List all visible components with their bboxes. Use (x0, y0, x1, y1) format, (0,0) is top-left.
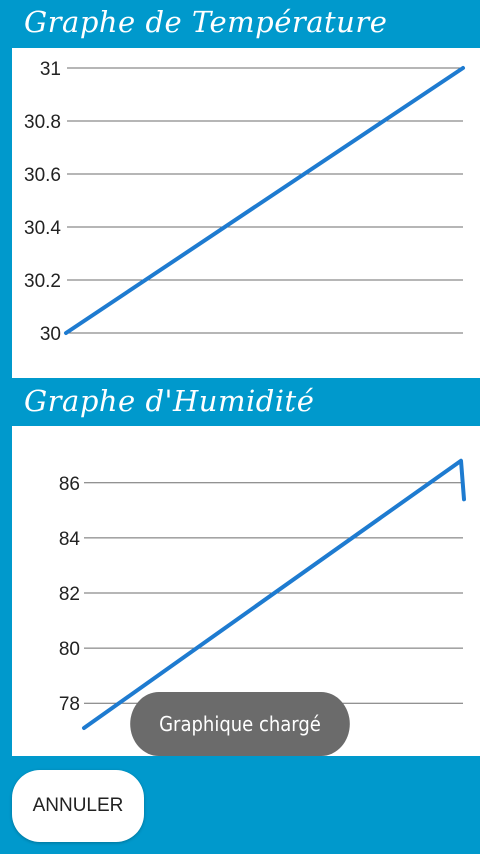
chart-0-y-tick-label: 30.4 (24, 218, 61, 239)
chart-1-y-tick-label: 78 (59, 694, 80, 715)
chart-0-y-tick-label: 30.2 (24, 271, 61, 292)
chart-1-y-tick-label: 82 (59, 584, 80, 605)
chart-1-y-tick-label: 84 (59, 529, 81, 550)
temperature-chart-title: Graphe de Température (24, 8, 387, 37)
cancel-button[interactable]: ANNULER (12, 770, 144, 842)
chart-0-y-tick-label: 30 (40, 324, 61, 345)
chart-1-y-tick-label: 86 (59, 474, 80, 495)
chart-1-y-tick-label: 80 (59, 639, 80, 660)
chart-0-y-tick-label: 30.6 (24, 165, 61, 186)
chart-1-series-line (84, 461, 464, 728)
chart-0-series-line (66, 68, 463, 333)
temperature-chart: 30 30.2 30.4 30.6 30.8 31 (12, 48, 480, 378)
loaded-toast: Graphique chargé (130, 692, 350, 756)
chart-0-y-tick-label: 31 (40, 59, 61, 80)
temperature-chart-svg: 30 30.2 30.4 30.6 30.8 31 (12, 48, 480, 378)
humidity-chart-title: Graphe d'Humidité (24, 387, 314, 416)
chart-0-y-tick-label: 30.8 (24, 112, 61, 133)
